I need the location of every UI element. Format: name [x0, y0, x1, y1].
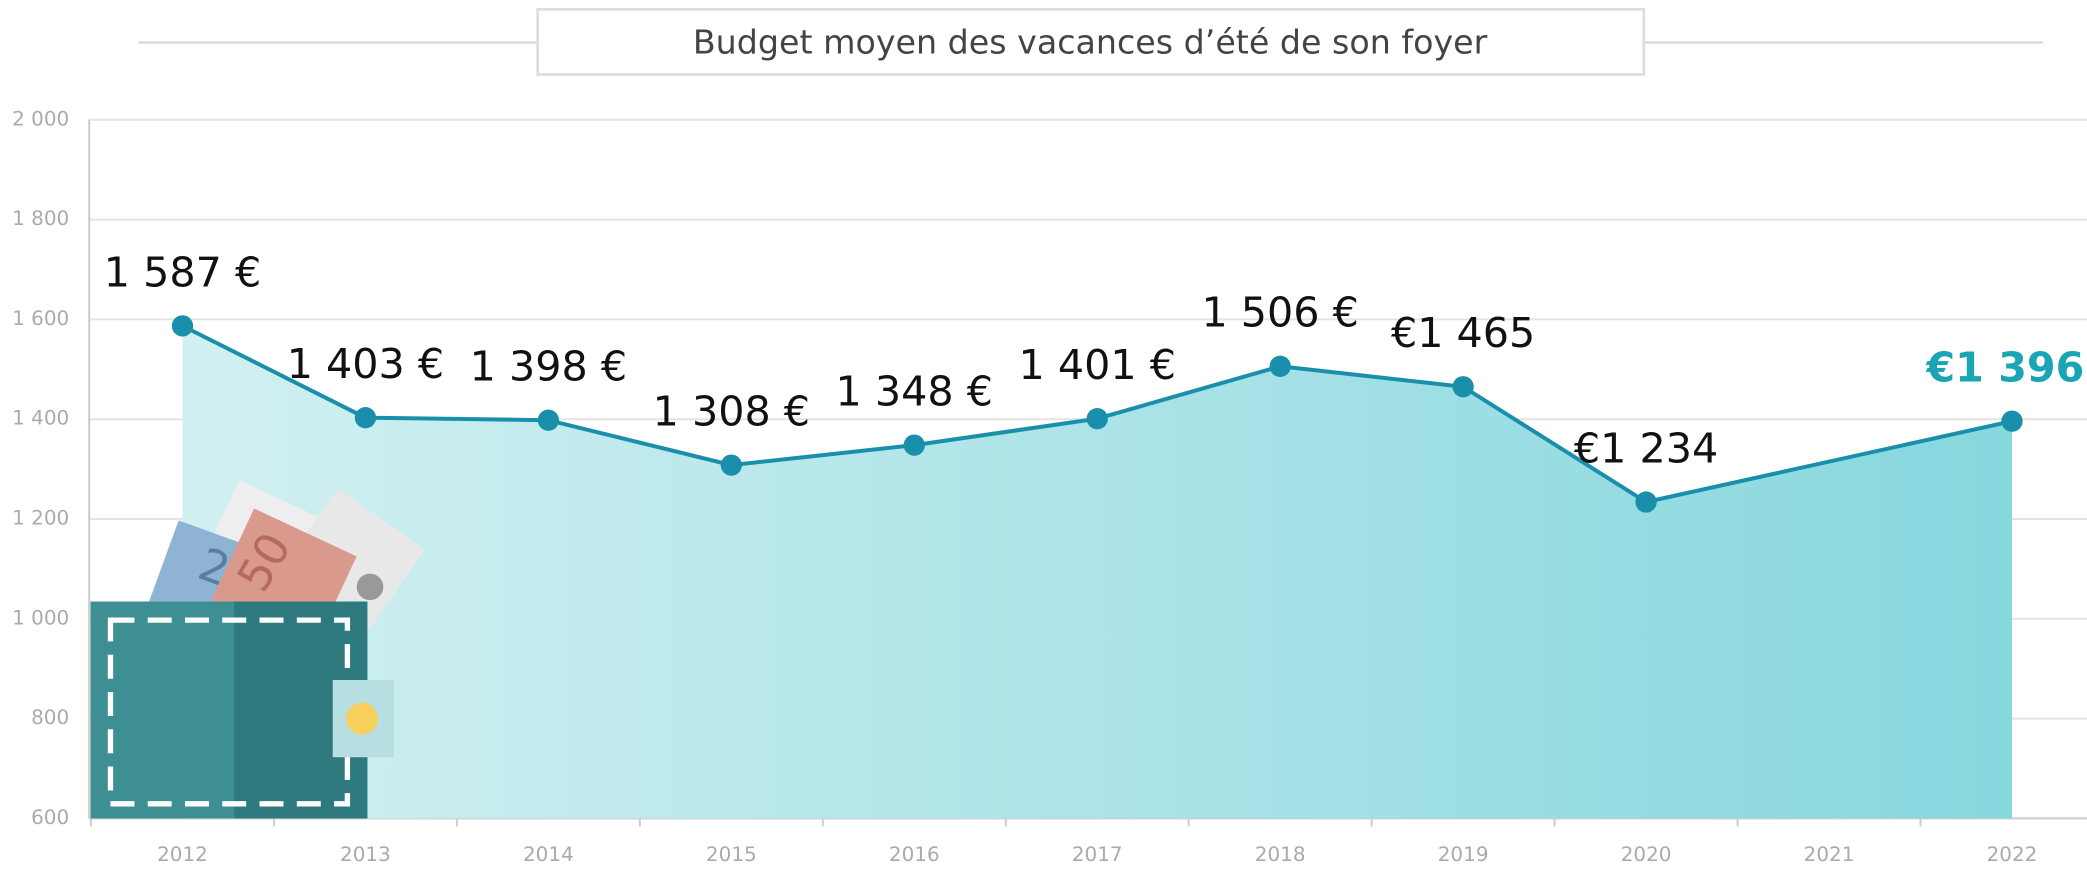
y-tick-label: 1 600 — [12, 306, 69, 330]
value-label: 1 398 € — [470, 343, 627, 391]
y-tick-label: 1 200 — [12, 506, 69, 530]
value-label: €1 234 — [1574, 424, 1718, 472]
point — [2001, 410, 2023, 432]
x-tick-label: 2014 — [523, 842, 574, 866]
y-tick-label: 1 800 — [12, 206, 69, 230]
x-tick-label: 2013 — [340, 842, 391, 866]
x-tick-label: 2022 — [1987, 842, 2038, 866]
x-tick-label: 2021 — [1804, 842, 1855, 866]
x-tick-label: 2020 — [1621, 842, 1672, 866]
y-tick-label: 1 000 — [12, 605, 69, 629]
y-tick-label: 600 — [31, 805, 69, 829]
x-tick-label: 2018 — [1255, 842, 1306, 866]
value-label: 1 506 € — [1201, 289, 1358, 337]
value-label: €1 396 — [1925, 344, 2084, 392]
value-label: 1 401 € — [1019, 341, 1176, 389]
point — [1452, 376, 1474, 398]
chart-title: Budget moyen des vacances d’été de son f… — [693, 22, 1488, 61]
x-tick-label: 2015 — [706, 842, 757, 866]
x-tick-label: 2012 — [157, 842, 208, 866]
x-tick-label: 2016 — [889, 842, 940, 866]
value-label: 1 587 € — [104, 248, 261, 296]
point — [720, 454, 742, 476]
wallet-illustration: 20 50 — [90, 480, 426, 819]
point — [1269, 355, 1291, 377]
point — [903, 434, 925, 456]
point — [354, 407, 377, 429]
y-tick-label: 1 400 — [12, 406, 69, 430]
x-tick-label: 2019 — [1438, 842, 1489, 866]
y-tick-label: 2 000 — [12, 106, 69, 130]
value-label: €1 465 — [1391, 309, 1535, 357]
value-label: 1 308 € — [653, 388, 810, 436]
point — [537, 409, 560, 431]
value-label: 1 403 € — [287, 340, 444, 388]
point — [171, 315, 194, 337]
value-label: 1 348 € — [836, 368, 993, 416]
area — [182, 325, 2012, 819]
title-box — [536, 7, 1646, 76]
y-tick-label: 800 — [31, 705, 69, 729]
point — [1086, 408, 1108, 430]
point — [1635, 491, 1657, 513]
x-tick-label: 2017 — [1072, 842, 1123, 866]
line — [181, 324, 2013, 505]
